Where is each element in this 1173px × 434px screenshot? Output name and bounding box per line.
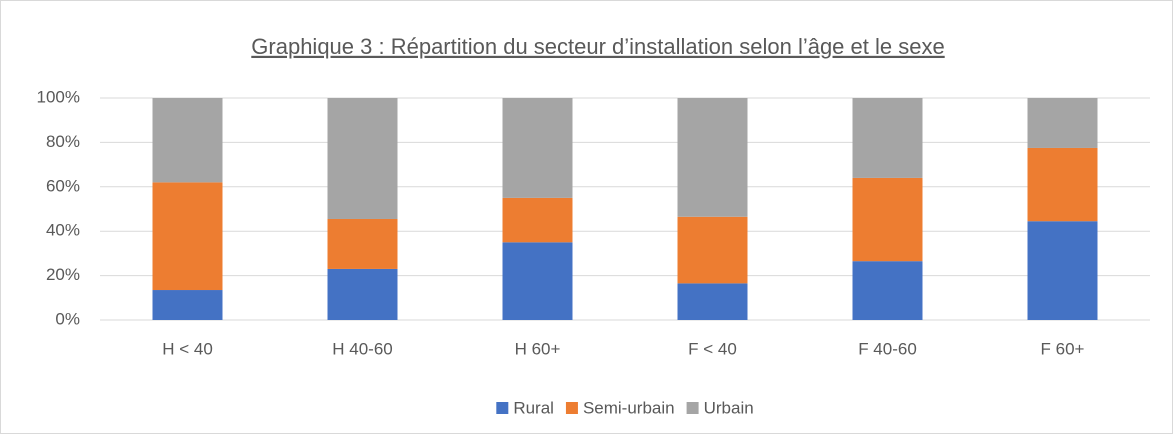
x-tick-label: F 40-60 (858, 339, 917, 358)
bar-segment (327, 98, 398, 219)
bar-segment (327, 218, 398, 269)
legend-label: Urbain (704, 398, 754, 417)
bar-segment (677, 98, 748, 217)
bar-segment (852, 98, 923, 178)
bar-segment (1027, 98, 1098, 148)
y-tick-label: 80% (46, 132, 80, 151)
bar-segment (677, 216, 748, 284)
x-tick-label: H 40-60 (332, 339, 392, 358)
bar-segment (152, 182, 223, 291)
y-tick-label: 0% (55, 309, 80, 328)
legend-label: Rural (513, 398, 554, 417)
bar-segment (327, 268, 398, 320)
x-tick-label: F < 40 (688, 339, 737, 358)
x-tick-label: H < 40 (162, 339, 213, 358)
y-tick-label: 60% (46, 176, 80, 195)
y-tick-label: 20% (46, 265, 80, 284)
bar-segment (677, 283, 748, 320)
legend-swatch (496, 402, 509, 414)
chart-title: Graphique 3 : Répartition du secteur d’i… (251, 34, 944, 59)
legend-swatch (565, 402, 578, 414)
bar-segment (152, 290, 223, 320)
y-tick-label: 100% (37, 87, 80, 106)
bar-segment (852, 177, 923, 262)
bar-segment (852, 261, 923, 320)
bar-segment (1027, 221, 1098, 320)
legend-swatch (686, 402, 699, 414)
x-tick-label: H 60+ (515, 339, 561, 358)
bar-segment (502, 98, 573, 198)
x-tick-label: F 60+ (1041, 339, 1085, 358)
bar-segment (152, 98, 223, 183)
bar-segment (502, 197, 573, 243)
bar-segment (502, 242, 573, 320)
legend-label: Semi-urbain (583, 398, 675, 417)
bar-segment (1027, 147, 1098, 222)
y-tick-label: 40% (46, 221, 80, 240)
